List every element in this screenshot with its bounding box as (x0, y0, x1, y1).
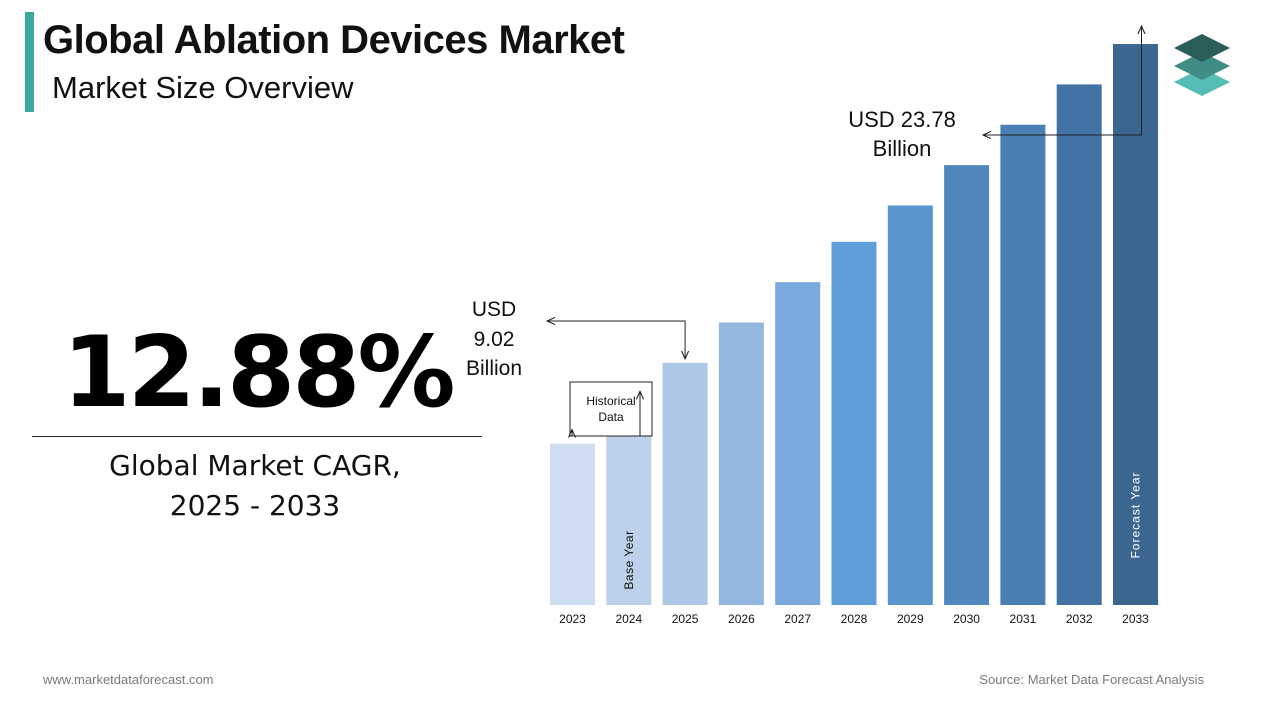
callout-2025-line2: 9.02 (474, 328, 515, 351)
callout-arrow-2033 (983, 26, 1142, 135)
logo-layer-bottom (1174, 68, 1230, 96)
historical-label-line1: Historical (586, 394, 635, 408)
tick-label-2031: 2031 (1010, 612, 1037, 626)
callout-2033-line2: Billion (873, 136, 932, 161)
tick-label-2026: 2026 (728, 612, 755, 626)
cagr-divider (32, 436, 482, 437)
callout-arrow-2025 (547, 321, 685, 359)
bar-2028 (831, 241, 877, 606)
base-year-label: Base Year (622, 530, 636, 589)
page-subtitle: Market Size Overview (52, 70, 354, 105)
bar-2026 (718, 322, 764, 605)
tick-label-2025: 2025 (672, 612, 699, 626)
tick-label-2030: 2030 (953, 612, 980, 626)
page-title: Global Ablation Devices Market (43, 18, 625, 62)
title-accent-bar (25, 12, 34, 112)
cagr-value: 12.88% (62, 316, 455, 430)
bar-2025 (662, 362, 708, 605)
cagr-label-line2: 2025 - 2033 (169, 489, 341, 522)
annotations-group: Historical Data USD 9.02 Billion USD 23.78 Bil… (466, 26, 1142, 436)
bars-group: Base Year Forecast Year (550, 44, 1158, 606)
tick-label-2032: 2032 (1066, 612, 1093, 626)
bar-2029 (887, 205, 933, 605)
callout-2033-line1: USD 23.78 (848, 107, 956, 132)
bar-2027 (775, 282, 821, 605)
tick-label-2033: 2033 (1122, 612, 1149, 626)
cagr-label-line1: Global Market CAGR, (109, 449, 401, 482)
tick-label-2024: 2024 (615, 612, 642, 626)
layered-stack-icon (1174, 34, 1230, 96)
source-note: Source: Market Data Forecast Analysis (979, 672, 1204, 687)
cagr-label: Global Market CAGR, 2025 - 2033 (30, 446, 480, 526)
logo-layer-middle (1174, 52, 1230, 80)
tick-label-2028: 2028 (841, 612, 868, 626)
callout-2025-line1: USD (472, 298, 516, 321)
forecast-year-label: Forecast Year (1129, 471, 1143, 558)
x-tick-labels: 2023 2024 2025 2026 2027 2028 2029 2030 2031 2032… (559, 612, 1149, 626)
bar-2023 (550, 443, 595, 605)
callout-2025-line3: Billion (466, 357, 522, 380)
historical-label-line2: Data (598, 410, 624, 424)
tick-label-2029: 2029 (897, 612, 924, 626)
tick-label-2027: 2027 (784, 612, 811, 626)
website-url[interactable]: www.marketdataforecast.com (43, 672, 214, 687)
bar-2032 (1056, 84, 1102, 605)
bar-2030 (944, 165, 990, 605)
bar-2031 (1000, 124, 1046, 605)
tick-label-2023: 2023 (559, 612, 586, 626)
logo-layer-top (1174, 34, 1230, 62)
bar-2024 (606, 403, 652, 605)
